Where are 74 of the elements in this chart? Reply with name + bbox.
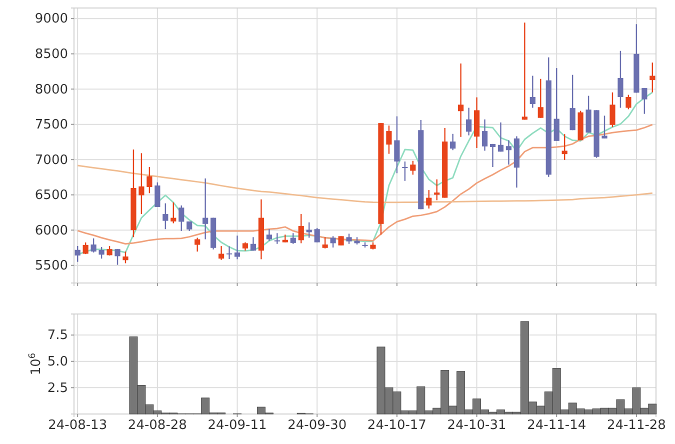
candlestick — [586, 95, 592, 134]
candlestick — [74, 245, 80, 262]
candlestick — [338, 236, 344, 246]
candlestick — [330, 236, 336, 248]
candlestick — [570, 74, 576, 131]
candlestick — [298, 213, 304, 244]
candlestick — [138, 152, 144, 215]
candlestick — [154, 182, 160, 208]
candlestick — [82, 242, 88, 255]
x-tick-label: 24-10-17 — [367, 418, 426, 434]
y-tick-label: 7000 — [34, 152, 68, 168]
candlestick — [218, 245, 224, 260]
candlestick — [234, 235, 240, 260]
candlestick — [274, 232, 280, 244]
candlestick — [250, 236, 256, 252]
candlestick — [346, 233, 352, 244]
candlestick — [490, 143, 496, 168]
candlestick — [602, 115, 608, 140]
y-tick-label: 6000 — [34, 223, 68, 238]
y-tick-label: 5500 — [34, 258, 68, 274]
candlestick — [626, 94, 632, 110]
candlestick — [386, 124, 392, 154]
line-series — [76, 124, 654, 245]
candlestick — [114, 248, 120, 266]
y-tick-label: 8000 — [34, 82, 68, 98]
candlestick — [394, 116, 400, 174]
x-tick-label: 24-11-28 — [606, 418, 666, 434]
candlestick — [402, 160, 408, 182]
candlestick — [426, 189, 432, 210]
candlestick — [618, 50, 624, 108]
y-tick-label: 2.5 — [47, 380, 68, 396]
candlestick — [106, 245, 112, 256]
y-tick-label: 7.5 — [47, 328, 68, 344]
candlestick — [506, 140, 512, 166]
candlestick — [170, 202, 176, 224]
candlestick — [314, 227, 320, 243]
candlestick — [642, 87, 648, 114]
candlestick — [466, 107, 472, 136]
candlestick — [562, 134, 568, 161]
candlestick — [498, 122, 504, 152]
candlestick — [482, 118, 488, 152]
candlestick — [98, 246, 104, 260]
candlestick — [410, 160, 416, 176]
candlestick — [178, 204, 184, 232]
candlestick — [146, 166, 152, 194]
candlestick — [458, 62, 464, 138]
candlestick — [226, 246, 232, 260]
candlestick — [162, 202, 168, 230]
candlestick — [194, 237, 200, 252]
candlestick — [610, 92, 616, 128]
candlestick — [450, 133, 456, 151]
y-tick-label: 9000 — [34, 12, 68, 27]
candlestick — [554, 67, 560, 142]
y-tick-label: 6500 — [34, 188, 68, 204]
candlestick — [202, 178, 208, 240]
candlestick — [290, 232, 296, 244]
candlestick — [122, 250, 128, 264]
x-tick-label: 24-08-28 — [128, 418, 187, 434]
x-tick-label: 24-11-14 — [527, 418, 586, 434]
x-tick-label: 24-09-11 — [208, 418, 267, 434]
y-tick-label: 7500 — [34, 118, 68, 133]
candlestick — [434, 178, 440, 201]
candlestick — [530, 75, 536, 108]
candlestick — [650, 62, 656, 93]
candlestick — [522, 22, 528, 120]
x-tick-label: 24-10-31 — [447, 418, 506, 434]
candlestick — [266, 228, 272, 242]
candlestick — [538, 78, 544, 118]
x-tick-label: 24-09-30 — [288, 418, 347, 434]
candlestick — [90, 238, 96, 254]
x-tick-label: 24-08-13 — [48, 418, 108, 434]
y-tick-label: 5.0 — [47, 354, 68, 370]
candlestick — [322, 236, 328, 250]
y-tick-label: 8500 — [34, 46, 68, 62]
